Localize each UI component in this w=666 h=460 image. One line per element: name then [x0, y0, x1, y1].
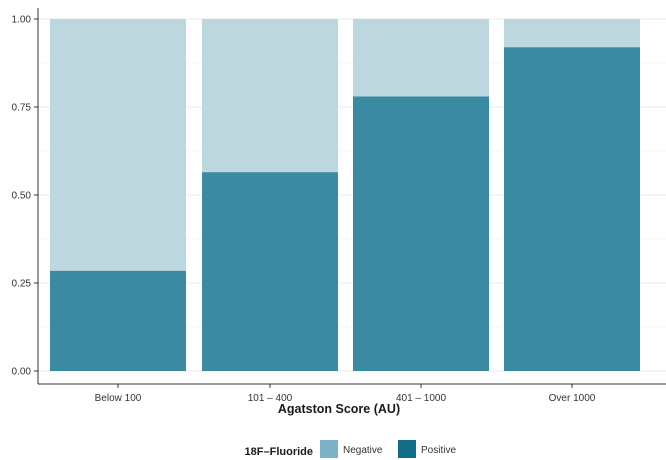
- x-tick-label: Over 1000: [549, 393, 596, 404]
- bar-positive-1: [202, 172, 338, 371]
- bar-negative-3: [504, 19, 640, 48]
- y-tick-label: 0.75: [12, 103, 32, 114]
- bar-positive-0: [50, 270, 186, 371]
- bar-positive-2: [353, 96, 489, 371]
- y-tick-label: 1.00: [12, 15, 32, 26]
- legend-label-negative: Negative: [343, 445, 383, 456]
- bar-negative-1: [202, 19, 338, 173]
- x-tick-label: 101 – 400: [248, 393, 293, 404]
- x-axis-title: Agatston Score (AU): [278, 402, 400, 416]
- legend: 18F–Fluoride Negative Positive: [245, 440, 456, 458]
- legend-label-positive: Positive: [421, 445, 456, 456]
- axes: [34, 8, 666, 388]
- y-tick-label: 0.50: [12, 191, 32, 202]
- bar-negative-2: [353, 19, 489, 97]
- y-tick-label: 0.00: [12, 367, 32, 378]
- bars: [50, 19, 640, 371]
- y-tick-label: 0.25: [12, 279, 32, 290]
- legend-title: 18F–Fluoride: [245, 446, 313, 458]
- y-tick-labels: 0.00 0.25 0.50 0.75 1.00: [12, 15, 32, 378]
- bar-negative-0: [50, 19, 186, 271]
- x-tick-labels: Below 100 101 – 400 401 – 1000 Over 1000: [95, 393, 596, 404]
- x-tick-label: 401 – 1000: [396, 393, 446, 404]
- x-tick-label: Below 100: [95, 393, 142, 404]
- bar-positive-3: [504, 47, 640, 371]
- legend-key-positive: [398, 440, 416, 458]
- legend-key-negative: [320, 440, 338, 458]
